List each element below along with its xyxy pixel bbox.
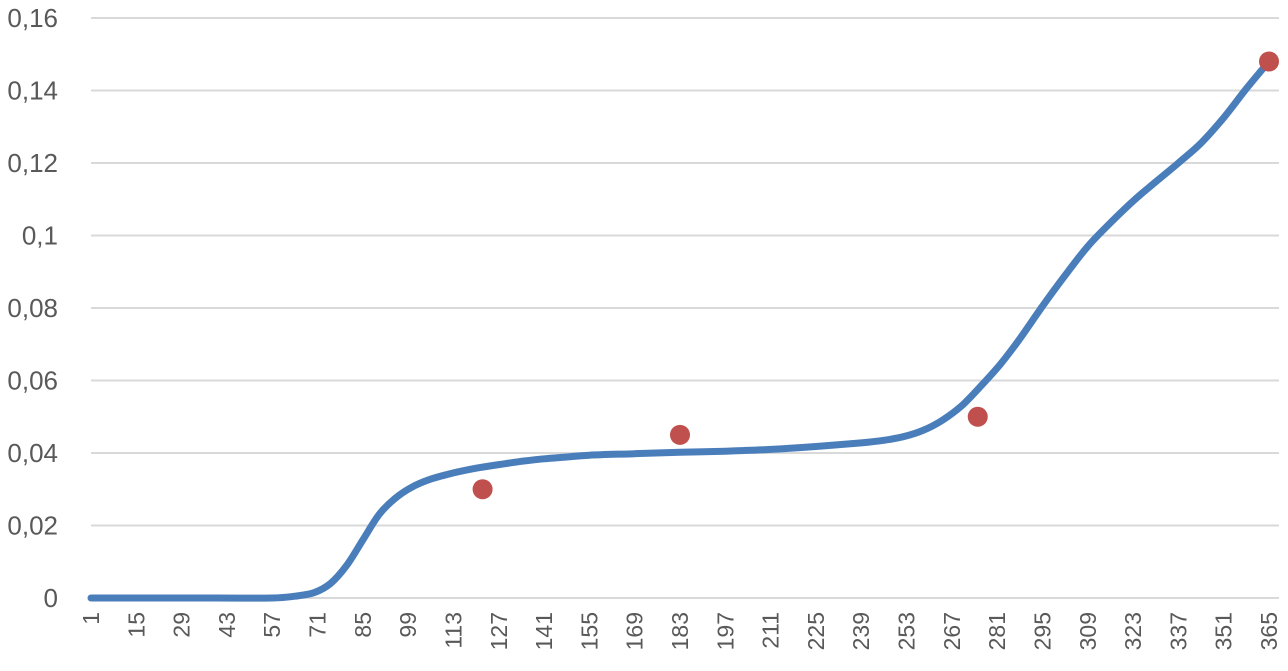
x-tick-label: 365	[1256, 612, 1282, 650]
x-axis-tick-labels: 1 15 29 43 57 71 85 99 113 127 141 155 169 183 197 211 2…	[78, 612, 1282, 650]
x-tick-label: 309	[1075, 612, 1101, 650]
x-tick-label: 57	[259, 612, 285, 638]
y-tick-label: 0	[44, 583, 58, 613]
y-tick-label: 0,1	[22, 221, 58, 251]
y-tick-label: 0,14	[7, 76, 58, 106]
y-tick-label: 0,12	[7, 148, 58, 178]
x-tick-label: 253	[894, 612, 920, 650]
x-tick: 337	[1165, 612, 1191, 650]
y-tick-label: 0,04	[7, 438, 58, 468]
x-tick-label: 337	[1165, 612, 1191, 650]
x-tick: 29	[169, 612, 195, 638]
x-tick: 1	[78, 612, 104, 625]
x-tick-label: 43	[214, 612, 240, 638]
x-tick: 365	[1256, 612, 1282, 650]
x-tick: 295	[1029, 612, 1055, 650]
x-tick: 57	[259, 612, 285, 638]
x-tick: 239	[848, 612, 874, 650]
x-tick-label: 323	[1120, 612, 1146, 650]
x-tick-label: 183	[667, 612, 693, 650]
x-tick: 71	[305, 612, 331, 638]
x-tick-label: 211	[758, 612, 784, 649]
x-tick-label: 267	[939, 612, 965, 650]
x-tick-label: 29	[169, 612, 195, 638]
y-tick-label: 0,06	[7, 366, 58, 396]
x-tick: 169	[622, 612, 648, 650]
y-tick-label: 0,08	[7, 293, 58, 323]
x-tick-label: 71	[305, 612, 331, 638]
x-tick: 113	[440, 612, 466, 649]
x-tick: 15	[123, 612, 149, 638]
x-tick-label: 225	[803, 612, 829, 650]
x-tick-label: 99	[395, 612, 421, 638]
x-tick-label: 127	[486, 612, 512, 650]
x-tick-label: 197	[712, 612, 738, 650]
x-tick-label: 169	[622, 612, 648, 650]
x-tick-label: 351	[1211, 612, 1237, 650]
scatter-point	[670, 424, 690, 445]
x-tick-label: 141	[531, 612, 557, 650]
x-tick: 323	[1120, 612, 1146, 650]
x-tick: 253	[894, 612, 920, 650]
series-line-0	[87, 58, 1273, 602]
scatter-point	[967, 406, 988, 427]
plot-area	[87, 58, 1273, 602]
x-tick: 281	[984, 612, 1010, 650]
x-tick: 309	[1075, 612, 1101, 650]
x-tick-label: 85	[350, 612, 376, 638]
x-tick: 99	[395, 612, 421, 638]
y-axis-tick-labels: 0 0,02 0,04 0,06 0,08 0,1 0,12 0,14 0,16	[7, 3, 58, 613]
gridlines	[91, 17, 1279, 599]
x-tick: 141	[531, 612, 557, 650]
scatter-point	[472, 479, 493, 500]
scatter-points	[472, 51, 1279, 500]
x-tick: 183	[667, 612, 693, 650]
x-tick: 351	[1211, 612, 1237, 650]
x-tick: 211	[758, 612, 784, 649]
scatter-point	[1259, 51, 1279, 72]
y-tick-label: 0,16	[7, 3, 58, 33]
x-tick: 127	[486, 612, 512, 650]
x-tick-label: 295	[1029, 612, 1055, 650]
x-tick-label: 239	[848, 612, 874, 650]
x-tick-label: 281	[984, 612, 1010, 650]
x-tick: 43	[214, 612, 240, 638]
y-tick-label: 0,02	[7, 511, 58, 541]
x-tick: 225	[803, 612, 829, 650]
x-tick: 155	[576, 612, 602, 650]
x-tick: 267	[939, 612, 965, 650]
x-tick-label: 15	[123, 612, 149, 638]
x-tick: 85	[350, 612, 376, 638]
x-tick-label: 1	[78, 612, 104, 625]
x-tick-label: 155	[576, 612, 602, 650]
x-tick-label: 113	[440, 612, 466, 649]
x-tick: 197	[712, 612, 738, 650]
